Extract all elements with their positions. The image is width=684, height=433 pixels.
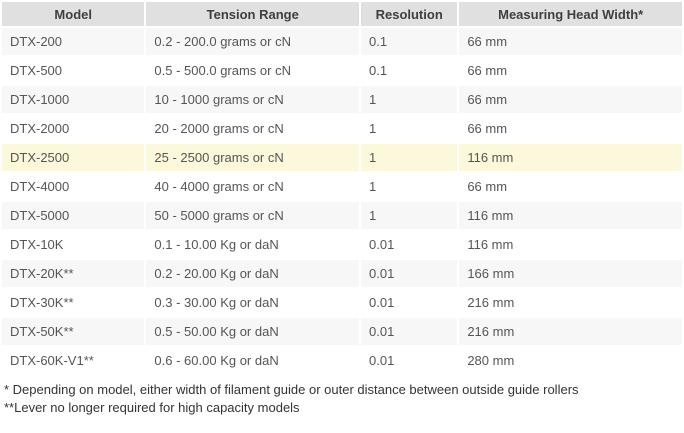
tension-range-cell: 10 - 1000 grams or cN [146, 86, 360, 113]
model-cell: DTX-30K** [2, 289, 145, 316]
model-cell: DTX-10K [2, 231, 145, 258]
resolution-cell: 1 [361, 173, 458, 200]
table-row[interactable]: DTX-30K** 0.3 - 30.00 Kg or daN 0.01 216… [2, 289, 682, 316]
model-cell: DTX-4000 [2, 173, 145, 200]
column-header-model: Model [2, 2, 145, 26]
tension-range-cell: 0.5 - 500.0 grams or cN [146, 57, 360, 84]
resolution-cell: 0.01 [361, 289, 458, 316]
resolution-cell: 1 [361, 115, 458, 142]
head-width-cell: 116 mm [459, 202, 682, 229]
head-width-cell: 280 mm [459, 347, 682, 374]
head-width-cell: 116 mm [459, 231, 682, 258]
head-width-cell: 216 mm [459, 289, 682, 316]
head-width-cell: 66 mm [459, 57, 682, 84]
table-row[interactable]: DTX-200 0.2 - 200.0 grams or cN 0.1 66 m… [2, 28, 682, 55]
tension-range-cell: 0.5 - 50.00 Kg or daN [146, 318, 360, 345]
model-cell: DTX-200 [2, 28, 145, 55]
footnotes: * Depending on model, either width of fi… [4, 381, 684, 417]
model-cell: DTX-2000 [2, 115, 145, 142]
table-row[interactable]: DTX-10K 0.1 - 10.00 Kg or daN 0.01 116 m… [2, 231, 682, 258]
tension-range-cell: 0.1 - 10.00 Kg or daN [146, 231, 360, 258]
tension-range-cell: 0.2 - 200.0 grams or cN [146, 28, 360, 55]
resolution-cell: 0.01 [361, 260, 458, 287]
table-header-row: Model Tension Range Resolution Measuring… [2, 2, 682, 26]
tension-range-cell: 0.3 - 30.00 Kg or daN [146, 289, 360, 316]
table-row[interactable]: DTX-50K** 0.5 - 50.00 Kg or daN 0.01 216… [2, 318, 682, 345]
table-row[interactable]: DTX-4000 40 - 4000 grams or cN 1 66 mm [2, 173, 682, 200]
column-header-head-width: Measuring Head Width* [459, 2, 682, 26]
head-width-cell: 216 mm [459, 318, 682, 345]
head-width-cell: 66 mm [459, 28, 682, 55]
table-row[interactable]: DTX-60K-V1** 0.6 - 60.00 Kg or daN 0.01 … [2, 347, 682, 374]
footnote-head-width: * Depending on model, either width of fi… [4, 382, 579, 397]
tension-range-cell: 25 - 2500 grams or cN [146, 144, 360, 171]
tension-range-cell: 0.2 - 20.00 Kg or daN [146, 260, 360, 287]
resolution-cell: 0.1 [361, 28, 458, 55]
table-row[interactable]: DTX-2000 20 - 2000 grams or cN 1 66 mm [2, 115, 682, 142]
head-width-cell: 166 mm [459, 260, 682, 287]
resolution-cell: 0.01 [361, 231, 458, 258]
resolution-cell: 0.1 [361, 57, 458, 84]
tension-range-cell: 0.6 - 60.00 Kg or daN [146, 347, 360, 374]
resolution-cell: 0.01 [361, 347, 458, 374]
model-cell: DTX-20K** [2, 260, 145, 287]
head-width-cell: 116 mm [459, 144, 682, 171]
model-cell: DTX-1000 [2, 86, 145, 113]
table-row-highlighted[interactable]: DTX-2500 25 - 2500 grams or cN 1 116 mm [2, 144, 682, 171]
head-width-cell: 66 mm [459, 173, 682, 200]
column-header-tension-range: Tension Range [146, 2, 360, 26]
table-row[interactable]: DTX-20K** 0.2 - 20.00 Kg or daN 0.01 166… [2, 260, 682, 287]
head-width-cell: 66 mm [459, 86, 682, 113]
model-cell: DTX-50K** [2, 318, 145, 345]
model-cell: DTX-60K-V1** [2, 347, 145, 374]
table-row[interactable]: DTX-5000 50 - 5000 grams or cN 1 116 mm [2, 202, 682, 229]
tension-range-cell: 50 - 5000 grams or cN [146, 202, 360, 229]
resolution-cell: 0.01 [361, 318, 458, 345]
head-width-cell: 66 mm [459, 115, 682, 142]
column-header-resolution: Resolution [361, 2, 458, 26]
resolution-cell: 1 [361, 86, 458, 113]
tension-range-cell: 40 - 4000 grams or cN [146, 173, 360, 200]
footnote-lever: **Lever no longer required for high capa… [4, 400, 300, 415]
model-cell: DTX-2500 [2, 144, 145, 171]
model-cell: DTX-500 [2, 57, 145, 84]
table-row[interactable]: DTX-1000 10 - 1000 grams or cN 1 66 mm [2, 86, 682, 113]
spec-table: Model Tension Range Resolution Measuring… [2, 2, 682, 374]
resolution-cell: 1 [361, 144, 458, 171]
tension-range-cell: 20 - 2000 grams or cN [146, 115, 360, 142]
resolution-cell: 1 [361, 202, 458, 229]
table-row[interactable]: DTX-500 0.5 - 500.0 grams or cN 0.1 66 m… [2, 57, 682, 84]
model-cell: DTX-5000 [2, 202, 145, 229]
